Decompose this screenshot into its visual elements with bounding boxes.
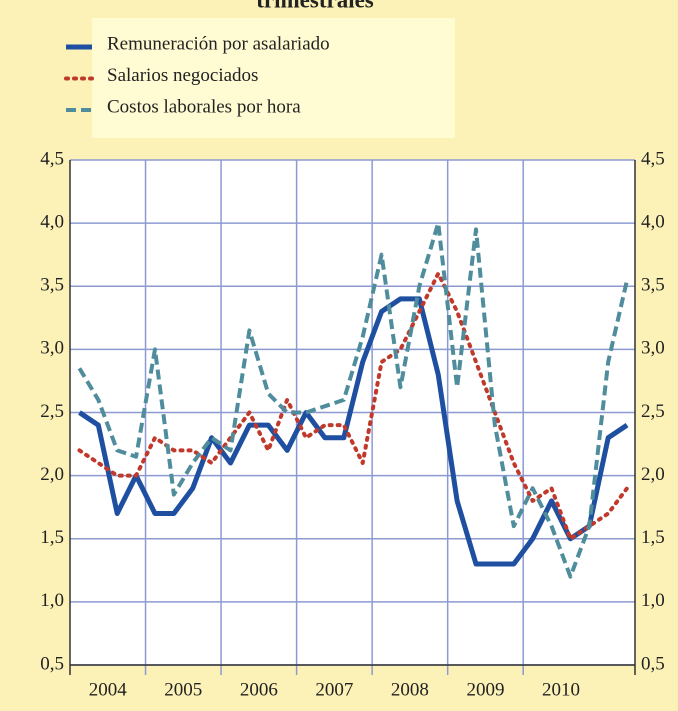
y-tick-label: 2,0 [40,464,64,485]
y2-tick-label: 1,5 [641,527,665,548]
y-tick-label: 1,5 [40,527,64,548]
y2-tick-label: 4,0 [641,211,665,232]
y2-tick-label: 4,5 [641,148,665,169]
x-tick-label: 2008 [391,679,429,700]
x-tick-label: 2007 [315,679,353,700]
series-line [77,271,630,541]
y2-tick-label: 3,5 [641,275,665,296]
legend-label: Costos laborales por hora [107,96,301,117]
y-tick-label: 3,5 [40,275,64,296]
x-tick-label: 2004 [89,679,128,700]
y2-tick-label: 2,0 [641,464,665,485]
y-tick-label: 4,0 [40,211,64,232]
legend-label: Salarios negociados [107,65,258,86]
y-tick-label: 3,0 [40,338,64,359]
y2-tick-label: 2,5 [641,401,665,422]
y2-tick-label: 1,0 [641,590,665,611]
series-line [78,296,629,567]
y2-tick-label: 0,5 [641,653,665,674]
legend-label: Remuneración por asalariado [107,33,330,54]
x-tick-label: 2005 [164,679,202,700]
x-tick-label: 2006 [240,679,278,700]
y2-tick-label: 3,0 [641,338,665,359]
chart-title: trimestrales [256,0,374,12]
y-tick-label: 4,5 [40,148,64,169]
y-tick-label: 1,0 [40,590,64,611]
x-tick-label: 2009 [466,679,504,700]
y-tick-label: 2,5 [40,401,64,422]
legend-box [92,18,455,138]
x-tick-label: 2010 [542,679,580,700]
y-tick-label: 0,5 [40,653,64,674]
